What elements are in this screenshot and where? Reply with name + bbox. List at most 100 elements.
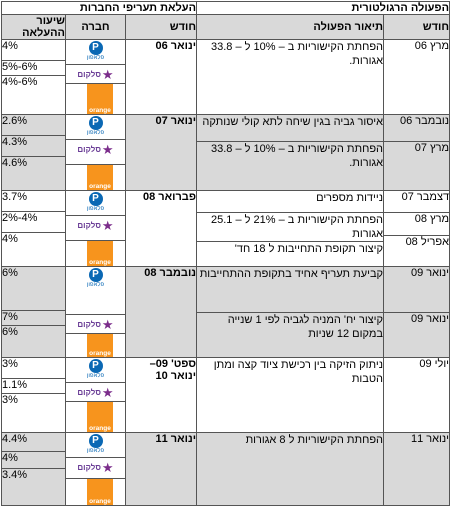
- action-month: אפריל 08: [384, 235, 450, 257]
- action-month: מרץ 06: [414, 40, 450, 52]
- cellcom-logo: סלקום ★: [74, 140, 118, 158]
- action-descriptions-cell: הפחתת הקישוריות ב – 10% ל – 33.8 אגורות.: [196, 39, 385, 115]
- pelephone-logo-text: פלאפון: [86, 282, 105, 288]
- action-month: יולי 09: [419, 358, 450, 370]
- increase-rate-value: 3.4%: [2, 468, 65, 491]
- pelephone-logo-text: פלאפון: [86, 130, 105, 136]
- action-description: הפחתת הקישוריות ב – 10% ל – 33.8 אגורות.: [197, 141, 384, 183]
- pelephone-icon: P: [88, 192, 103, 206]
- action-month: ינואר 11: [410, 433, 450, 445]
- action-description-header: תיאור הפעולה: [196, 14, 385, 40]
- rates-cell: 3.7% 2%-4% 4%: [1, 190, 66, 267]
- company-logos-cell: P פלאפון סלקום ★ orange: [65, 39, 126, 115]
- action-description: קביעת תעריף אחיד בתקופת ההתחייבות: [199, 268, 384, 280]
- pelephone-logo-text: פלאפון: [86, 448, 105, 454]
- action-months-cell: ינואר 09 ינואר 09: [383, 266, 450, 358]
- action-descriptions-cell: הפחתת הקישוריות ל 8 אגורות: [196, 432, 385, 506]
- cellcom-logo-text: סלקום: [77, 220, 101, 230]
- increase-rate-value: 4%-6%: [2, 75, 65, 102]
- increase-month: ינואר 07: [124, 114, 198, 191]
- cellcom-logo: סלקום ★: [74, 383, 118, 401]
- increase-rate-value: 7%: [2, 310, 65, 326]
- pelephone-logo-text: פלאפון: [86, 373, 105, 379]
- pelephone-logo: P פלאפון: [74, 191, 118, 215]
- cellcom-star-icon: ★: [101, 384, 114, 400]
- pelephone-logo: P פלאפון: [74, 115, 118, 139]
- month-header-companies: חודש: [124, 14, 198, 40]
- action-month: מרץ 08: [384, 212, 450, 236]
- pelephone-logo: P פלאפון: [74, 267, 118, 291]
- action-months-cell: יולי 09: [383, 357, 450, 433]
- regulatory-title: הפעולה הרגולטורית: [196, 1, 450, 15]
- action-descriptions-cell: איסור גביה בגין שיחה לתא קולי שנותקה הפחת…: [196, 114, 385, 191]
- action-month: נובמבר 06: [400, 115, 450, 127]
- increase-rate-value: 5%-6%: [2, 60, 65, 76]
- increase-rate-value: 6%: [2, 325, 65, 345]
- increase-rate-value: 6%: [2, 267, 18, 279]
- rates-cell: 2.6% 4.3% 4.6%: [1, 114, 66, 191]
- period-row: 6% 7% 6% P פלאפון סלקום ★ orange נובמבר 08 קביעת …: [1, 266, 450, 358]
- pelephone-icon: P: [88, 268, 103, 282]
- company-logos-cell: P פלאפון סלקום ★ orange: [65, 432, 126, 506]
- pelephone-icon: P: [88, 359, 103, 373]
- increase-rate-value: 2.6%: [2, 115, 28, 127]
- increase-rate-value: 2%-4%: [2, 211, 65, 233]
- cellcom-logo: סלקום ★: [74, 458, 118, 476]
- increase-rate-value: 3.7%: [2, 191, 28, 203]
- period-row: 4.4% 4% 3.4% P פלאפון סלקום ★ orange ינואר 11 הפח…: [1, 432, 450, 506]
- pelephone-icon: P: [88, 434, 103, 448]
- action-months-cell: מרץ 06: [383, 39, 450, 115]
- action-description: קיצור יח' המניה לגביה לפי 1 שנייה במקום …: [197, 312, 384, 350]
- company-header: חברה: [65, 14, 126, 40]
- increase-rate-value: 4%: [2, 232, 65, 254]
- pelephone-logo-text: פלאפון: [86, 206, 105, 212]
- cellcom-logo-text: סלקום: [77, 319, 101, 329]
- cellcom-logo: סלקום ★: [74, 65, 118, 83]
- action-month: מרץ 07: [384, 141, 450, 183]
- orange-logo: orange: [87, 402, 113, 432]
- rates-cell: 6% 7% 6%: [1, 266, 66, 358]
- period-row: 3% 1.1% 3% P פלאפון סלקום ★ orange ספט' 09– ינוא…: [1, 357, 450, 433]
- orange-logo-text: orange: [89, 350, 111, 357]
- action-month: ינואר 09: [384, 312, 450, 350]
- action-description: איסור גביה בגין שיחה לתא קולי שנותקה: [202, 116, 384, 128]
- pelephone-logo: P פלאפון: [74, 433, 118, 457]
- company-logos-cell: P פלאפון סלקום ★ orange: [65, 266, 126, 358]
- increase-rate-value: 4.6%: [2, 156, 65, 178]
- orange-logo: orange: [87, 334, 113, 357]
- pelephone-logo-text: פלאפון: [86, 55, 105, 61]
- rates-cell: 4.4% 4% 3.4%: [1, 432, 66, 506]
- increase-rate-value: 3%: [2, 393, 65, 420]
- action-descriptions-cell: קביעת תעריף אחיד בתקופת ההתחייבות קיצור י…: [196, 266, 385, 358]
- action-descriptions-cell: ניתוק הזיקה בין רכישת ציוד קצה ומתן הטבו…: [196, 357, 385, 433]
- increase-rate-value: 4%: [2, 40, 18, 52]
- pelephone-icon: P: [88, 41, 103, 55]
- cellcom-logo-text: סלקום: [77, 144, 101, 154]
- increase-rate-value: 4.4%: [2, 433, 28, 445]
- period-row: 2.6% 4.3% 4.6% P פלאפון סלקום ★ orange ינואר 07 א…: [1, 114, 450, 191]
- action-description: קיצור תקופת התחייבות ל 18 חד': [197, 241, 384, 263]
- increase-month: נובמבר 08: [124, 266, 198, 358]
- increase-rate-value: 4%: [2, 451, 65, 469]
- orange-logo: orange: [87, 479, 113, 505]
- company-logos-cell: P פלאפון סלקום ★ orange: [65, 190, 126, 267]
- cellcom-logo-text: סלקום: [77, 462, 101, 472]
- action-months-cell: ינואר 11: [383, 432, 450, 506]
- action-description: הפחתת הקישוריות ב – 10% ל – 33.8 אגורות.: [211, 41, 384, 67]
- pelephone-icon: P: [88, 116, 103, 130]
- action-month: ינואר 09: [410, 267, 450, 279]
- month-header-regulatory: חודש: [383, 14, 450, 40]
- company-logos-cell: P פלאפון סלקום ★ orange: [65, 114, 126, 191]
- cellcom-star-icon: ★: [101, 217, 114, 233]
- increase-rate-value: 4.3%: [2, 135, 65, 157]
- orange-logo-text: orange: [89, 183, 111, 190]
- cellcom-star-icon: ★: [101, 459, 114, 475]
- orange-logo: orange: [87, 241, 113, 266]
- period-row: 4% 5%-6% 4%-6% P פלאפון סלקום ★ orange ינואר 06 ה…: [1, 39, 450, 115]
- cellcom-logo-text: סלקום: [77, 69, 101, 79]
- orange-logo-text: orange: [89, 425, 111, 432]
- cellcom-star-icon: ★: [101, 316, 114, 332]
- rates-cell: 3% 1.1% 3%: [1, 357, 66, 433]
